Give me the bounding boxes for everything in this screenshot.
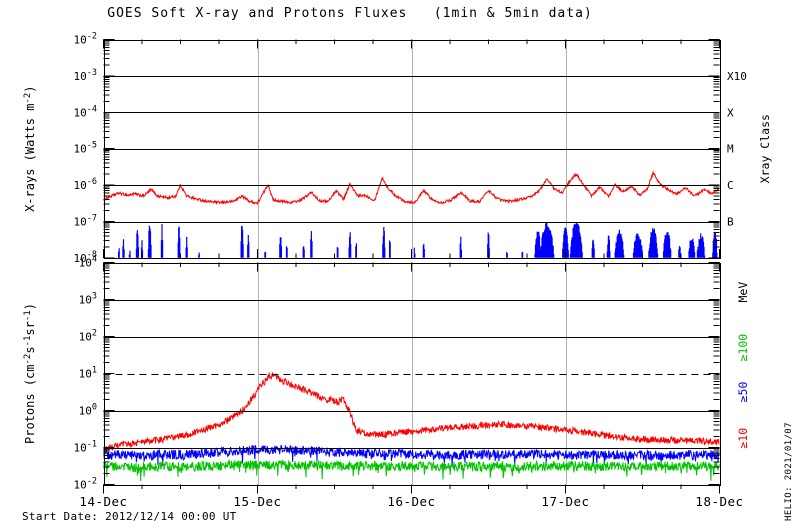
x-axis-labels: 14-Dec 15-Dec 16-Dec 17-Dec 18-Dec bbox=[79, 494, 743, 509]
axis-frame bbox=[103, 39, 721, 259]
protons-series bbox=[103, 371, 720, 482]
xray-class-X: X bbox=[727, 106, 734, 119]
start-date-note: Start Date: 2012/12/14 00:00 UT bbox=[22, 510, 237, 523]
x-axis-label: 14-Dec bbox=[79, 494, 127, 509]
xray-panel: 10-2 10-3 10-4 10-5 10-6 10-7 10-8 X-rays (Watt… bbox=[23, 32, 772, 265]
y-tick-label: 10-4 bbox=[74, 104, 98, 119]
y-tick-label: 10-6 bbox=[74, 177, 98, 192]
proton-energy-label-ge10: ≥10 bbox=[736, 428, 750, 449]
y-tick-label: 10-7 bbox=[74, 214, 98, 229]
x-axis-label: 17-Dec bbox=[541, 494, 589, 509]
protons-axis-title: Protons (cm-2s-1sr-1) bbox=[23, 303, 37, 444]
proton-energy-label-ge50: ≥50 bbox=[736, 382, 750, 403]
decade-lines bbox=[103, 76, 720, 223]
y-tick-label: 103 bbox=[79, 292, 97, 307]
y-tick-labels: 10-2 10-3 10-4 10-5 10-6 10-7 10-8 bbox=[74, 32, 98, 265]
y-tick-label: 10-8 bbox=[74, 250, 98, 265]
xray-class-X10: X10 bbox=[727, 70, 747, 83]
day-gridlines bbox=[258, 262, 567, 485]
xray-axis-title: X-rays (Watts m-2) bbox=[23, 85, 37, 211]
xray-class-M: M bbox=[727, 143, 734, 156]
protons-ge100MeV bbox=[103, 458, 720, 482]
day-gridlines bbox=[258, 39, 567, 258]
y-tick-label: 104 bbox=[79, 255, 97, 270]
helio-watermark: HELIO: 2021/01/07 bbox=[784, 422, 794, 521]
xray-short-channel-spikes bbox=[118, 222, 718, 258]
y-tick-label: 102 bbox=[79, 329, 97, 344]
y-tick-label: 101 bbox=[79, 366, 97, 381]
xray-class-B: B bbox=[727, 216, 734, 229]
y-tick-label: 10-2 bbox=[74, 477, 98, 492]
xray-series bbox=[103, 170, 720, 258]
xray-long-channel bbox=[103, 170, 720, 206]
y-tick-label: 10-3 bbox=[74, 68, 98, 83]
x-axis-label: 16-Dec bbox=[387, 494, 435, 509]
y-tick-labels: 104 103 102 101 100 10-1 10-2 bbox=[74, 255, 98, 492]
decade-lines bbox=[103, 300, 720, 449]
protons-panel: 104 103 102 101 100 10-1 10-2 Protons (cm-2s-1s… bbox=[23, 255, 750, 494]
proton-energy-label-ge100: ≥100 bbox=[736, 334, 750, 362]
y-tick-label: 10-2 bbox=[74, 32, 98, 47]
protons-ge10MeV bbox=[103, 371, 720, 452]
axis-frame bbox=[103, 262, 721, 494]
x-axis-label: 15-Dec bbox=[233, 494, 281, 509]
protons-ge50MeV bbox=[103, 444, 720, 467]
y-tick-label: 10-1 bbox=[74, 440, 98, 455]
proton-energy-label-MeV: MeV bbox=[736, 282, 750, 303]
xray-class-axis-title: Xray Class bbox=[758, 114, 772, 183]
x-axis-label: 18-Dec bbox=[695, 494, 743, 509]
y-tick-label: 100 bbox=[79, 403, 97, 418]
xray-class-C: C bbox=[727, 179, 734, 192]
chart-title: GOES Soft X-ray and Protons Fluxes (1min… bbox=[107, 6, 593, 21]
y-tick-label: 10-5 bbox=[74, 141, 98, 156]
